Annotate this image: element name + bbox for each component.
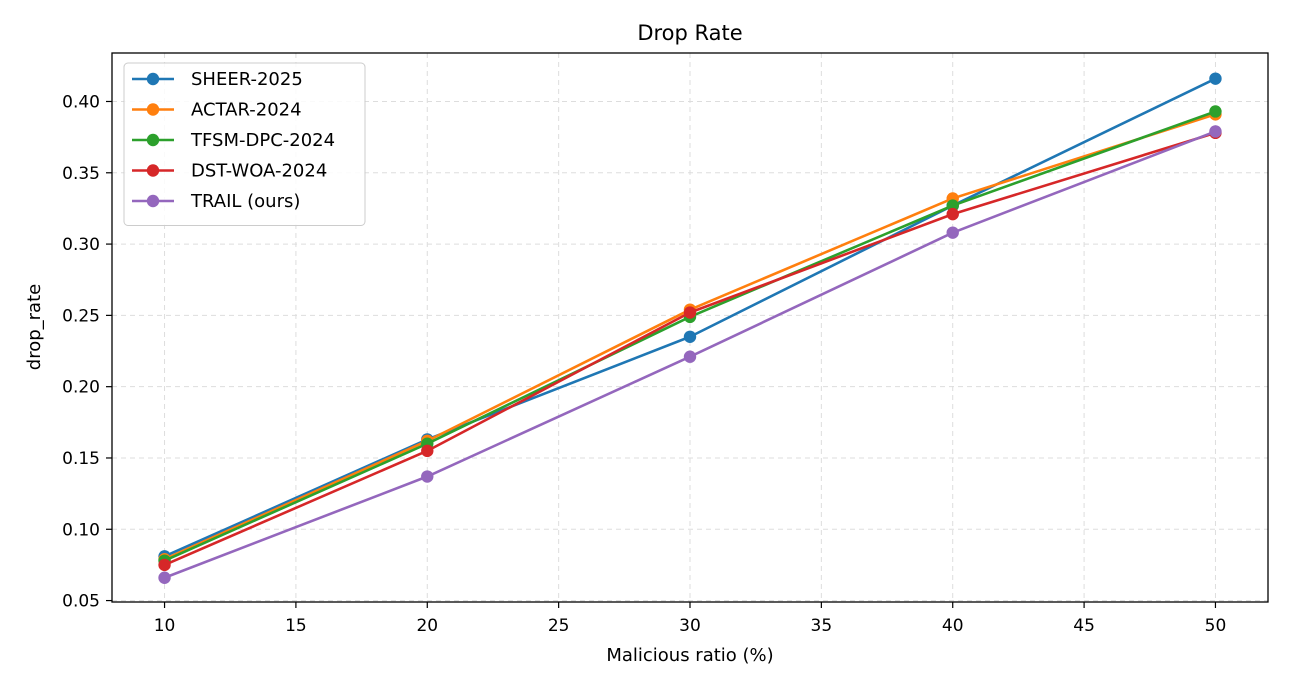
data-point: [421, 470, 434, 483]
legend-box: [123, 62, 366, 226]
x-axis-label: Malicious ratio (%): [606, 645, 773, 666]
x-tick-label: 35: [811, 616, 833, 636]
legend-label: ACTAR-2024: [191, 100, 302, 121]
data-point: [683, 350, 697, 363]
data-point: [683, 306, 697, 319]
data-point: [683, 330, 697, 343]
series-layer: [158, 72, 1222, 584]
legend-label: DST-WOA-2024: [191, 161, 327, 182]
y-axis-ticks: 0.05 0.10 0.15 0.20 0.25 0.30 0.35 0.40: [62, 92, 112, 612]
series-trail-ours: [158, 125, 1222, 584]
x-tick-label: 20: [416, 616, 438, 636]
y-tick-label: 0.35: [62, 164, 100, 184]
x-tick-label: 40: [942, 616, 964, 636]
legend-marker: [146, 133, 160, 147]
legend-item: ACTAR-2024: [132, 100, 302, 121]
legend-item: DST-WOA-2024: [132, 161, 327, 182]
legend-item: TFSM-DPC-2024: [132, 130, 335, 151]
legend: SHEER-2025 ACTAR-2024 TFSM-DPC-2024 DST-WOA…: [123, 62, 366, 226]
data-point: [1209, 125, 1222, 138]
x-tick-label: 25: [548, 616, 570, 636]
legend-label: SHEER-2025: [191, 69, 303, 90]
legend-marker: [146, 103, 160, 116]
legend-label: TFSM-DPC-2024: [190, 130, 335, 151]
y-tick-label: 0.05: [62, 592, 100, 612]
legend-marker: [146, 72, 160, 86]
data-point: [1209, 72, 1222, 85]
x-tick-label: 15: [285, 616, 307, 636]
legend-marker: [146, 164, 160, 177]
y-tick-label: 0.15: [62, 449, 100, 469]
y-tick-label: 0.30: [62, 235, 100, 255]
x-tick-label: 50: [1205, 616, 1227, 636]
y-tick-label: 0.40: [62, 92, 100, 112]
y-tick-label: 0.10: [62, 520, 100, 540]
y-axis-label: drop_rate: [24, 284, 45, 370]
chart-title: Drop Rate: [637, 21, 742, 45]
data-point: [158, 571, 171, 584]
data-point: [946, 199, 959, 212]
x-tick-label: 30: [679, 616, 701, 636]
y-tick-label: 0.20: [62, 378, 100, 398]
legend-label: TRAIL (ours): [190, 191, 300, 212]
y-tick-label: 0.25: [62, 306, 100, 326]
x-axis-ticks: 10 15 20 25 30 35 40 45 50: [154, 602, 1227, 636]
legend-item: SHEER-2025: [132, 69, 303, 90]
x-tick-label: 10: [154, 616, 176, 636]
x-tick-label: 45: [1073, 616, 1095, 636]
grid: [112, 53, 1268, 602]
data-point: [421, 444, 434, 458]
data-point: [158, 558, 171, 572]
data-point: [1209, 105, 1222, 118]
data-point: [946, 207, 959, 221]
legend-item: TRAIL (ours): [132, 191, 300, 212]
data-point: [946, 226, 959, 239]
legend-marker: [146, 194, 160, 208]
